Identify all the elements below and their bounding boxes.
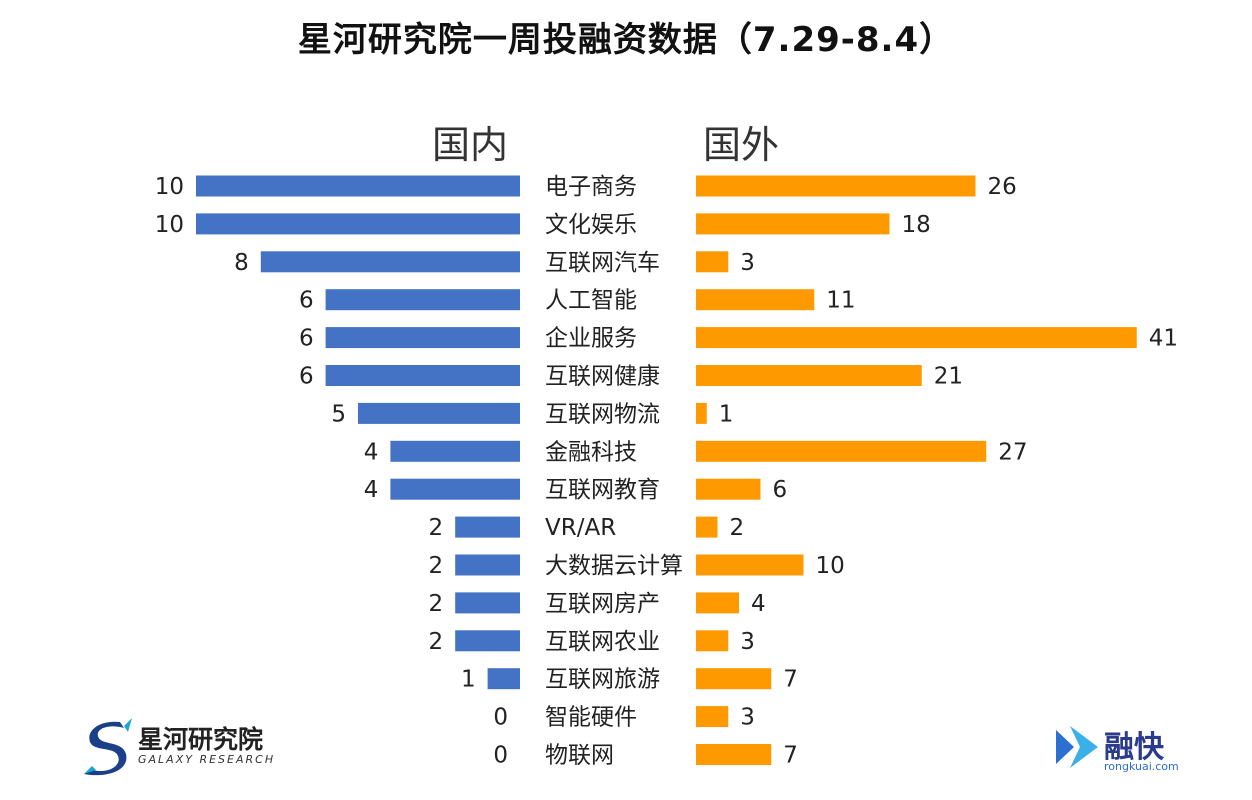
value-label-domestic-10: 2 (429, 553, 444, 579)
category-label-6: 互联网物流 (545, 401, 660, 427)
category-label-11: 互联网房产 (545, 591, 660, 617)
value-label-domestic-8: 4 (364, 477, 379, 503)
value-label-domestic-15: 0 (493, 743, 508, 769)
value-label-domestic-6: 5 (331, 401, 346, 427)
value-label-foreign-12: 3 (740, 629, 755, 655)
bar-foreign-8 (696, 478, 761, 500)
bar-foreign-10 (696, 554, 804, 576)
bar-domestic-1 (196, 213, 520, 235)
category-label-4: 企业服务 (545, 326, 637, 352)
value-label-foreign-8: 6 (773, 477, 788, 503)
category-label-14: 智能硬件 (545, 705, 637, 731)
value-label-foreign-1: 18 (902, 212, 931, 238)
category-label-7: 金融科技 (545, 439, 637, 465)
value-label-foreign-0: 26 (988, 174, 1017, 200)
bar-foreign-9 (696, 516, 718, 538)
bar-domestic-0 (196, 175, 520, 197)
value-label-foreign-15: 7 (783, 743, 798, 769)
bar-domestic-13 (487, 668, 520, 690)
category-label-10: 大数据云计算 (545, 553, 683, 579)
value-label-domestic-11: 2 (429, 591, 444, 617)
galaxy-logo-name: 星河研究院 (138, 725, 264, 754)
bar-domestic-5 (325, 365, 520, 386)
bar-foreign-15 (696, 744, 772, 765)
value-label-domestic-2: 8 (234, 250, 249, 276)
value-label-domestic-4: 6 (299, 326, 314, 352)
bar-domestic-4 (325, 327, 520, 349)
value-label-domestic-0: 10 (155, 174, 184, 200)
bar-domestic-7 (390, 440, 520, 462)
bar-domestic-8 (390, 478, 520, 500)
value-label-foreign-14: 3 (740, 705, 755, 731)
bar-domestic-12 (455, 630, 520, 652)
bar-foreign-2 (696, 251, 729, 273)
category-label-0: 电子商务 (545, 174, 637, 200)
value-label-domestic-3: 6 (299, 288, 314, 314)
category-label-12: 互联网农业 (545, 629, 660, 655)
value-label-foreign-10: 10 (816, 553, 845, 579)
bar-foreign-6 (696, 402, 707, 424)
value-label-foreign-3: 11 (826, 288, 855, 314)
rongkuai-logo: 融快 rongkuai.com (1054, 722, 1184, 778)
category-label-2: 互联网汽车 (545, 250, 660, 276)
bar-foreign-14 (696, 706, 729, 728)
bar-domestic-10 (455, 554, 520, 576)
bar-domestic-2 (260, 251, 520, 273)
rongkuai-logo-sub: rongkuai.com (1104, 760, 1179, 773)
rongkuai-logo-name: 融快 (1104, 730, 1164, 765)
bar-foreign-0 (696, 175, 976, 197)
value-label-foreign-9: 2 (730, 515, 745, 541)
value-label-foreign-13: 7 (783, 667, 798, 693)
value-label-domestic-14: 0 (493, 705, 508, 731)
category-label-5: 互联网健康 (545, 364, 660, 390)
bar-foreign-1 (696, 213, 890, 235)
category-label-9: VR/AR (545, 515, 616, 541)
value-label-domestic-9: 2 (429, 515, 444, 541)
bar-domestic-9 (455, 516, 520, 538)
bar-domestic-11 (455, 592, 520, 614)
bar-domestic-3 (325, 289, 520, 311)
value-label-foreign-2: 3 (740, 250, 755, 276)
series-label-domestic: 国内 (432, 123, 508, 167)
galaxy-logo-sub: GALAXY RESEARCH (138, 753, 276, 766)
category-label-13: 互联网旅游 (545, 667, 660, 693)
value-label-foreign-6: 1 (719, 401, 734, 427)
value-label-foreign-4: 41 (1149, 326, 1178, 352)
category-label-8: 互联网教育 (545, 477, 660, 503)
value-label-domestic-1: 10 (155, 212, 184, 238)
value-label-domestic-12: 2 (429, 629, 444, 655)
bar-foreign-12 (696, 630, 729, 652)
category-label-1: 文化娱乐 (545, 212, 637, 238)
galaxy-research-logo: 星河研究院 GALAXY RESEARCH (80, 716, 290, 776)
bar-foreign-4 (696, 327, 1137, 349)
bar-foreign-7 (696, 440, 987, 462)
value-label-domestic-5: 6 (299, 364, 314, 390)
bar-foreign-3 (696, 289, 815, 311)
value-label-foreign-5: 21 (934, 364, 963, 390)
value-label-foreign-7: 27 (998, 439, 1027, 465)
galaxy-swirl-icon (84, 718, 132, 776)
bar-foreign-13 (696, 668, 772, 690)
rongkuai-arrow-icon (1056, 726, 1098, 768)
bar-domestic-6 (358, 402, 520, 424)
chart-title: 星河研究院一周投融资数据（7.29-8.4） (297, 20, 955, 60)
category-label-15: 物联网 (545, 743, 614, 769)
bar-foreign-5 (696, 365, 922, 386)
value-label-domestic-13: 1 (461, 667, 476, 693)
series-label-foreign: 国外 (703, 123, 779, 167)
value-label-foreign-11: 4 (751, 591, 766, 617)
bar-foreign-11 (696, 592, 739, 614)
value-label-domestic-7: 4 (364, 439, 379, 465)
category-label-3: 人工智能 (545, 288, 637, 314)
